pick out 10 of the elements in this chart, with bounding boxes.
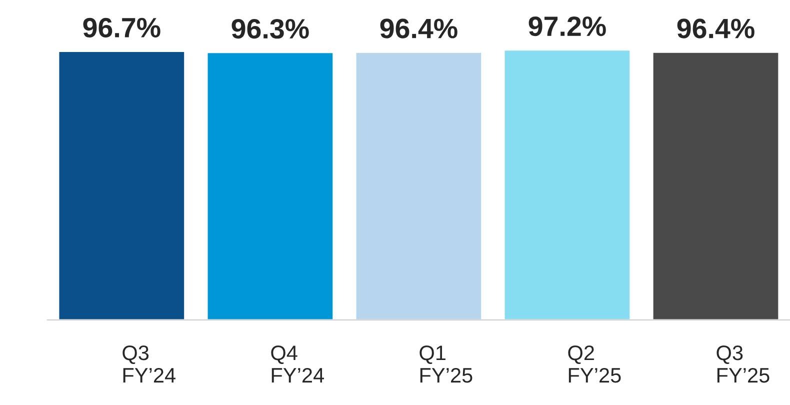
x-tick-label: Q3 FY’25 — [716, 346, 770, 383]
x-tick-label: Q2 FY’25 — [568, 346, 621, 383]
x-tick-label: Q1 FY’25 — [420, 346, 472, 383]
data-label: 96.4% — [380, 18, 458, 38]
data-label: 97.2% — [528, 16, 606, 36]
x-tick-label: Q4 FY’24 — [271, 346, 324, 382]
data-label: 96.3% — [232, 18, 309, 39]
x-tick-label: Q3 FY’24 — [122, 346, 176, 382]
data-label: 96.7% — [83, 18, 160, 38]
data-label: 96.4% — [677, 18, 754, 38]
